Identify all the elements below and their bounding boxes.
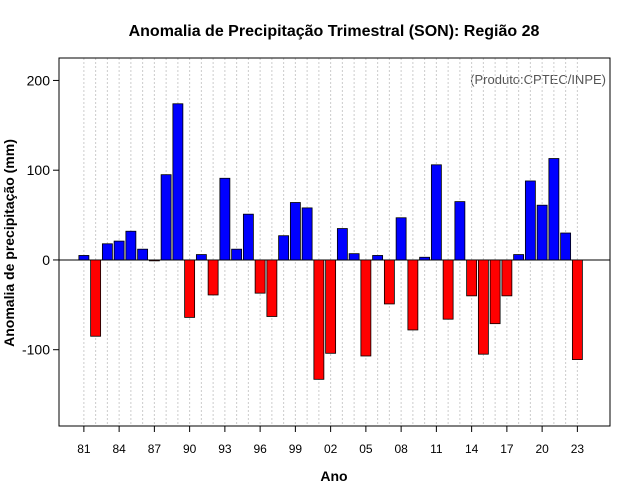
bar-19 — [524, 180, 536, 261]
bar-23 — [571, 259, 583, 360]
bar-92 — [207, 259, 219, 296]
bar-04 — [348, 253, 360, 261]
x-tick-label: 96 — [253, 442, 267, 456]
bar-05 — [360, 259, 372, 357]
x-tick-label: 05 — [359, 442, 373, 456]
x-tick-label: 08 — [394, 442, 408, 456]
x-tick-label: 99 — [289, 442, 303, 456]
bar-82 — [90, 259, 102, 337]
bar-97 — [266, 259, 278, 317]
x-tick-label: 84 — [112, 442, 126, 456]
bar-81 — [78, 255, 90, 261]
bar-98 — [278, 235, 290, 261]
bar-21 — [548, 158, 560, 261]
bar-86 — [137, 248, 149, 261]
bar-16 — [489, 259, 501, 325]
bar-12 — [442, 259, 454, 320]
y-axis: -100 0 100 200 — [22, 72, 59, 358]
bar-02 — [325, 259, 337, 354]
bar-87 — [148, 259, 160, 262]
plot-frame — [58, 57, 611, 427]
bar-93 — [219, 177, 231, 261]
bar-88 — [160, 174, 172, 261]
bar-83 — [101, 243, 113, 261]
bar-06 — [372, 255, 384, 261]
x-tick-label: 87 — [148, 442, 162, 456]
x-tick-label: 20 — [535, 442, 549, 456]
bar-09 — [407, 259, 419, 331]
bar-90 — [184, 259, 196, 318]
bar-14 — [466, 259, 478, 297]
x-tick-label: 23 — [571, 442, 585, 456]
bar-07 — [383, 259, 395, 305]
bar-22 — [560, 232, 572, 261]
x-tick-label: 90 — [183, 442, 197, 456]
x-tick-label: 81 — [77, 442, 91, 456]
bar-91 — [195, 254, 207, 261]
x-tick-label: 17 — [500, 442, 514, 456]
bar-89 — [172, 103, 184, 261]
bar-17 — [501, 259, 513, 297]
bar-20 — [536, 204, 548, 261]
y-tick-label: 200 — [27, 72, 51, 88]
bar-13 — [454, 201, 466, 261]
x-tick-label: 93 — [218, 442, 232, 456]
x-axis: 81 84 87 90 93 96 99 02 05 08 11 14 17 20 23 — [77, 426, 584, 456]
bar-99 — [289, 202, 301, 261]
x-tick-label: 02 — [324, 442, 338, 456]
bar-11 — [430, 164, 442, 261]
x-tick-label: 14 — [465, 442, 479, 456]
bar-03 — [336, 228, 348, 261]
bar-15 — [477, 259, 489, 355]
x-axis-label: Ano — [320, 468, 347, 484]
bar-94 — [231, 248, 243, 261]
vertical-grid — [83, 58, 578, 426]
bar-00 — [301, 207, 313, 261]
chart-title: Anomalia de Precipitação Trimestral (SON… — [129, 23, 540, 40]
bar-84 — [113, 240, 125, 261]
bars — [78, 103, 583, 380]
bar-01 — [313, 259, 325, 380]
y-tick-label: 100 — [27, 162, 51, 178]
y-tick-label: -100 — [22, 342, 50, 358]
y-axis-label: Anomalia de precipitação (mm) — [1, 139, 17, 347]
y-tick-label: 0 — [42, 252, 50, 268]
bar-08 — [395, 217, 407, 261]
bar-96 — [254, 259, 266, 294]
bar-10 — [419, 256, 431, 261]
bar-18 — [513, 254, 525, 261]
product-credit: (Produto:CPTEC/INPE) — [470, 72, 606, 87]
bar-95 — [242, 213, 254, 261]
x-tick-label: 11 — [430, 442, 443, 456]
bar-85 — [125, 230, 137, 261]
